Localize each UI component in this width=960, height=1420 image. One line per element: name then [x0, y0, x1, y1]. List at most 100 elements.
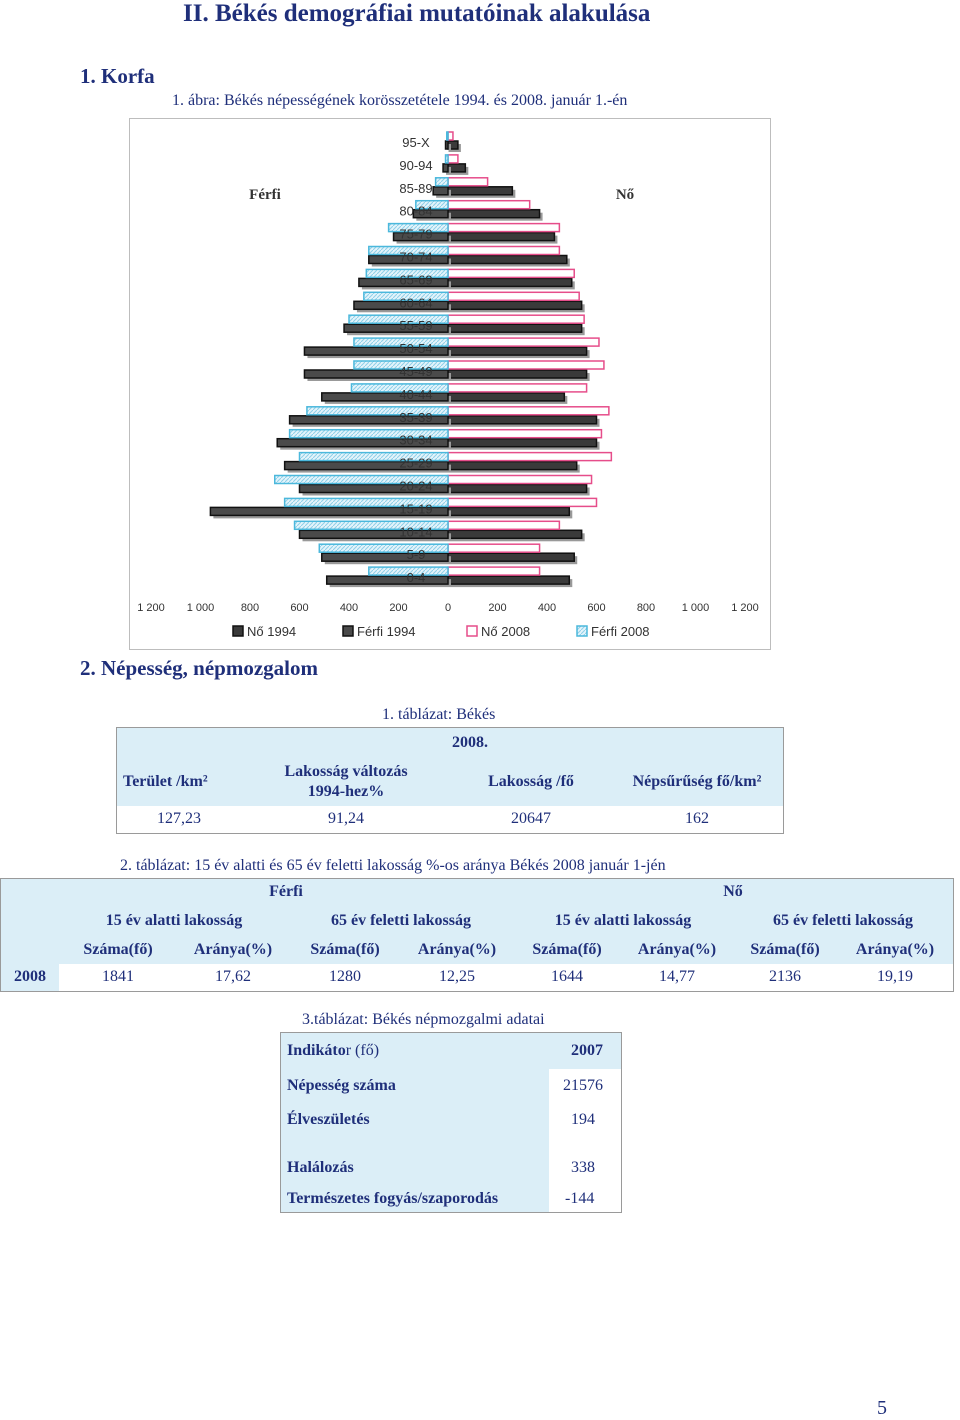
bar-ferfi-2008-40-44 [350, 383, 449, 393]
category-label: 15-19 [399, 501, 432, 516]
bar-ferfi-1994-40-44 [321, 392, 449, 402]
bar-ferfi-2008-25-29 [298, 451, 449, 462]
bar-ferfi-1994-10-14 [298, 529, 449, 540]
population-pyramid-chart: 95-X 90-94 85-89 80-84 75-79 70-74 65-69 60-64 5… [137, 131, 759, 639]
bar-ferfi-2008-15-19 [283, 497, 449, 508]
bar-no-1994-80-84 [447, 208, 541, 219]
bar-ferfi-1994-25-29 [283, 460, 449, 471]
category-label: 60-64 [399, 295, 432, 310]
bar-no-2008-30-34 [447, 428, 603, 439]
table1-year: 2008. [452, 733, 488, 751]
category-label: 0-4 [407, 570, 426, 585]
table3-row-value: -144 [565, 1190, 595, 1208]
table1-value-terulet: 127,23 [157, 810, 201, 828]
bar-no-1994-60-64 [447, 300, 583, 311]
table2-cell: 1280 [329, 968, 361, 986]
category-label: 75-79 [399, 227, 432, 242]
table2: Férfi Nő 15 év alatti lakosság 65 év fel… [0, 878, 954, 992]
bar-no-2008-85-89 [447, 177, 489, 187]
bar-no-2008-80-84 [447, 199, 531, 210]
x-tick-label: 400 [340, 602, 358, 614]
category-label: 10-14 [399, 524, 432, 539]
label-no: Nő [616, 187, 635, 203]
table1-header-terulet: Terület /km² [123, 772, 208, 790]
table2-cell: 12,25 [439, 968, 475, 986]
bar-no-2008-50-54 [447, 337, 600, 347]
bar-no-1994-85-89 [447, 186, 514, 196]
bar-no-2008-15-19 [447, 497, 598, 508]
table2-col-header: Száma(fő) [532, 940, 602, 958]
table1-value-nepsuruseg: 162 [685, 810, 709, 828]
bar-ferfi-1994-75-79 [392, 231, 449, 242]
legend-swatch [576, 625, 588, 637]
x-tick-label: 0 [445, 602, 451, 614]
bar-no-2008-45-49 [447, 360, 605, 370]
table1-value-lakossag: 20647 [511, 810, 551, 828]
table1-header-nepsuruseg: Népsűrűség fő/km² [632, 772, 762, 790]
table3-caption: 3.táblázat: Békés népmozgalmi adatai [302, 1011, 545, 1028]
category-label: 95-X [402, 135, 430, 150]
category-label: 80-84 [399, 204, 432, 219]
bar-ferfi-2008-75-79 [387, 222, 449, 233]
x-tick-label: 600 [290, 602, 308, 614]
table2-sub-header: 15 év alatti lakosság [105, 911, 243, 929]
legend-swatch [232, 625, 244, 637]
section-title-nepesseg: 2. Népesség, népmozgalom [80, 656, 318, 680]
category-label: 70-74 [399, 250, 432, 265]
table1-header-lakossag-valtozas-line2: 1994-hez% [307, 782, 385, 800]
table2-col-header: Aránya(%) [417, 940, 497, 958]
table2-col-header: Száma(fő) [750, 940, 820, 958]
label-ferfi: Férfi [249, 187, 281, 203]
bar-no-1994-40-44 [447, 392, 566, 402]
bar-no-1994-15-19 [447, 506, 571, 517]
category-label: 20-24 [399, 479, 432, 494]
table2-col-header: Aránya(%) [637, 940, 717, 958]
bar-no-2008-75-79 [447, 222, 561, 233]
table3-header-bold: Indikáto [287, 1041, 346, 1059]
x-tick-label: 1 000 [187, 602, 215, 614]
table3-row-label: Népesség száma [280, 1068, 549, 1103]
bar-no-2008-10-14 [447, 520, 561, 531]
bar-no-1994-30-34 [447, 437, 598, 448]
table1-header-lakossag-valtozas: Lakosság változás 1994-hez% [241, 758, 451, 806]
table1-header-lakossag: Lakosság /fő [488, 772, 574, 790]
table2-row-label: 2008 [0, 963, 59, 992]
bar-no-1994-35-39 [447, 415, 598, 425]
bar-shadow [448, 144, 451, 152]
x-tick-label: 1 200 [137, 602, 165, 614]
legend-label: Nő 2008 [481, 624, 530, 639]
table1: 2008. Terület /km² Lakosság változás 199… [116, 727, 784, 834]
bar-ferfi-2008-80-84 [415, 199, 449, 210]
bar-no-2008-40-44 [447, 383, 588, 393]
bar-no-1994-25-29 [447, 460, 578, 471]
category-label: 85-89 [399, 181, 432, 196]
bar-no-2008-65-69 [447, 268, 575, 279]
table2-cell: 19,19 [877, 968, 913, 986]
bar-ferfi-1994-15-19 [209, 506, 449, 517]
table3-row-value: 194 [571, 1110, 595, 1128]
x-tick-label: 200 [389, 602, 407, 614]
bar-ferfi-2008-0-4 [368, 566, 449, 576]
x-tick-label: 800 [241, 602, 259, 614]
table3-row-value: 338 [571, 1158, 595, 1176]
bar-no-2008-25-29 [447, 451, 613, 462]
bar-ferfi-2008-55-59 [348, 314, 449, 324]
table2-col-header: Aránya(%) [855, 940, 935, 958]
legend-label: Nő 1994 [247, 624, 296, 639]
bar-ferfi-2008-70-74 [368, 245, 449, 256]
bar-no-1994-10-14 [447, 529, 583, 540]
bar-ferfi-2008-45-49 [353, 360, 449, 370]
table2-col-header: Száma(fő) [83, 940, 153, 958]
table2-sub-header: 65 év feletti lakosság [331, 911, 471, 929]
bar-ferfi-2008-50-54 [353, 337, 449, 347]
bar-no-1994-5-9 [447, 552, 575, 562]
bar-ferfi-2008-35-39 [306, 406, 449, 416]
bar-no-2008-0-4 [447, 566, 541, 576]
category-label: 65-69 [399, 272, 432, 287]
bar-no-2008-20-24 [447, 474, 593, 485]
table3: Indikátor (fő) 2007 Népesség száma 21576… [280, 1032, 622, 1213]
table2-group-no: Nő [723, 883, 743, 901]
bar-ferfi-2008-95-X [446, 131, 449, 141]
bar-ferfi-2008-10-14 [293, 520, 449, 531]
table2-sub-header: 65 év feletti lakosság [773, 911, 913, 929]
